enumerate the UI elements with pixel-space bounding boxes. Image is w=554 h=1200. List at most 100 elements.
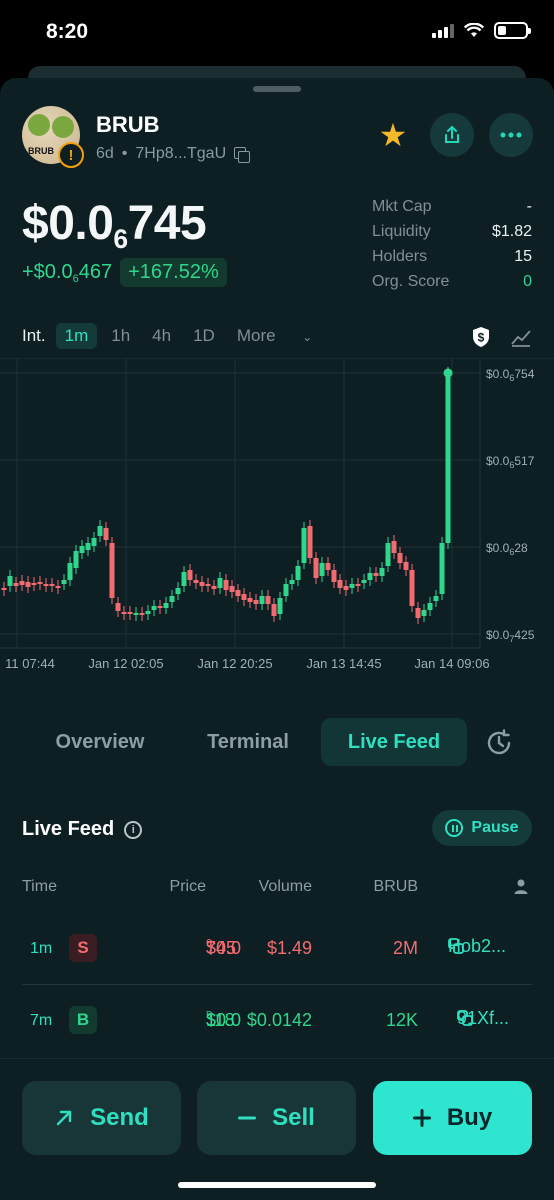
interval-1d[interactable]: 1D xyxy=(193,326,215,345)
tab-overview[interactable]: Overview xyxy=(55,731,145,753)
history-icon[interactable] xyxy=(484,728,514,758)
copy-icon[interactable] xyxy=(448,938,464,954)
x-tick-label: Jan 12 20:25 xyxy=(197,656,272,671)
candle-down xyxy=(409,570,415,606)
pause-button[interactable]: Pause xyxy=(432,810,532,846)
pause-icon xyxy=(445,819,464,837)
candle-up xyxy=(169,596,175,602)
interval-4h[interactable]: 4h xyxy=(152,326,172,345)
plus-icon xyxy=(412,1109,431,1127)
live-feed-title: Live Feed i xyxy=(22,818,143,841)
copy-icon[interactable] xyxy=(457,1010,473,1026)
candle-down xyxy=(205,584,211,586)
action-bar: Send Sell Buy xyxy=(0,1058,554,1200)
token-meta: 6d • 7Hp8...TgaU xyxy=(96,145,251,163)
candle-down xyxy=(373,573,379,576)
candle-up xyxy=(283,584,289,596)
warning-icon[interactable]: ! xyxy=(58,142,84,168)
candle-down xyxy=(403,562,409,570)
candle-down xyxy=(127,612,133,614)
interval-1m[interactable]: 1m xyxy=(55,323,98,349)
y-tick-label: $0.06517 xyxy=(486,454,535,470)
col-time: Time xyxy=(22,878,57,895)
price-chart[interactable]: $0.06754 $0.06517 $0.0628 $0.07425 11 07:44 J… xyxy=(0,358,554,678)
candle-up xyxy=(301,528,307,563)
trade-age: 1m xyxy=(30,940,53,957)
trade-amount: 2M xyxy=(392,938,418,958)
price-change: +$0.06467 +167.52% xyxy=(22,258,227,287)
candle-down xyxy=(223,580,229,590)
price-change-percent: +167.52% xyxy=(120,258,227,287)
battery-icon xyxy=(494,22,531,39)
candle-up xyxy=(259,596,265,604)
sell-button[interactable]: Sell xyxy=(197,1081,356,1155)
tab-live-feed[interactable]: Live Feed xyxy=(321,718,467,766)
candle-down xyxy=(25,582,31,587)
status-icons xyxy=(432,22,531,39)
candle-down xyxy=(103,528,109,540)
token-address[interactable]: 7Hp8...TgaU xyxy=(135,145,227,162)
candle-up xyxy=(445,373,451,543)
candle-down xyxy=(157,606,163,608)
candle-up xyxy=(385,543,391,566)
candle-up xyxy=(289,580,295,584)
y-tick-label: $0.06754 xyxy=(486,367,535,383)
candle-up xyxy=(133,613,139,615)
x-tick-label: Jan 13 14:45 xyxy=(306,656,381,671)
candle-down xyxy=(253,600,259,604)
copy-icon[interactable] xyxy=(234,146,251,163)
candle-down xyxy=(49,584,55,586)
candle-down xyxy=(43,584,49,586)
candle-down xyxy=(325,563,331,570)
token-price: $0.06745 xyxy=(22,197,207,255)
col-amount: BRUB xyxy=(373,878,418,895)
tab-terminal[interactable]: Terminal xyxy=(207,731,289,753)
share-button[interactable] xyxy=(430,113,474,157)
row-divider xyxy=(22,984,532,985)
candle-up xyxy=(361,580,367,583)
buy-button[interactable]: Buy xyxy=(373,1081,532,1155)
candle-down xyxy=(1,588,7,590)
wifi-icon xyxy=(464,23,484,37)
candle-up xyxy=(181,572,187,586)
svg-text:$: $ xyxy=(478,331,485,345)
candle-down xyxy=(271,604,277,616)
favorite-star-icon[interactable]: ★ xyxy=(378,117,408,153)
candle-down xyxy=(415,608,421,618)
candle-down xyxy=(313,558,319,578)
trade-volume: $1.49 xyxy=(266,938,312,958)
more-options-button[interactable] xyxy=(489,113,533,157)
candle-up xyxy=(349,584,355,588)
candle-up xyxy=(367,573,373,580)
table-row[interactable]: 7m B $0.0 5 118 $0.0142 12K 91Xf... xyxy=(0,988,554,1052)
candle-up xyxy=(97,526,103,536)
trade-age: 7m xyxy=(30,1012,53,1029)
table-row[interactable]: 1m S $0.0 6 745 $1.49 2M Hob2... xyxy=(0,916,554,980)
candle-down xyxy=(19,581,25,585)
ellipsis-icon xyxy=(500,132,522,138)
interval-label: Int. xyxy=(22,326,46,345)
line-chart-toggle-icon[interactable] xyxy=(510,326,532,348)
candle-up xyxy=(175,588,181,594)
send-button[interactable]: Send xyxy=(22,1081,181,1155)
candle-up xyxy=(217,578,223,588)
candle-down xyxy=(187,570,193,580)
candle-down xyxy=(13,583,19,586)
candle-up xyxy=(145,611,151,614)
interval-more[interactable]: More ⌄ xyxy=(236,326,313,345)
sheet-grabber[interactable] xyxy=(253,86,301,92)
candle-up xyxy=(421,610,427,616)
candle-down xyxy=(139,613,145,615)
info-icon[interactable]: i xyxy=(124,820,143,839)
y-tick-label: $0.0628 xyxy=(486,541,528,557)
candle-down xyxy=(37,582,43,584)
candle-down xyxy=(121,612,127,614)
candle-up xyxy=(61,580,67,584)
signal-icon xyxy=(432,23,454,38)
dollar-toggle-icon[interactable]: $ xyxy=(470,326,492,348)
interval-selector: Int. 1m 1h 4h 1D More ⌄ xyxy=(22,323,356,349)
share-icon xyxy=(445,125,459,143)
interval-1h[interactable]: 1h xyxy=(111,326,131,345)
avatar-label: BRUB xyxy=(28,146,54,156)
candle-down xyxy=(193,580,199,583)
